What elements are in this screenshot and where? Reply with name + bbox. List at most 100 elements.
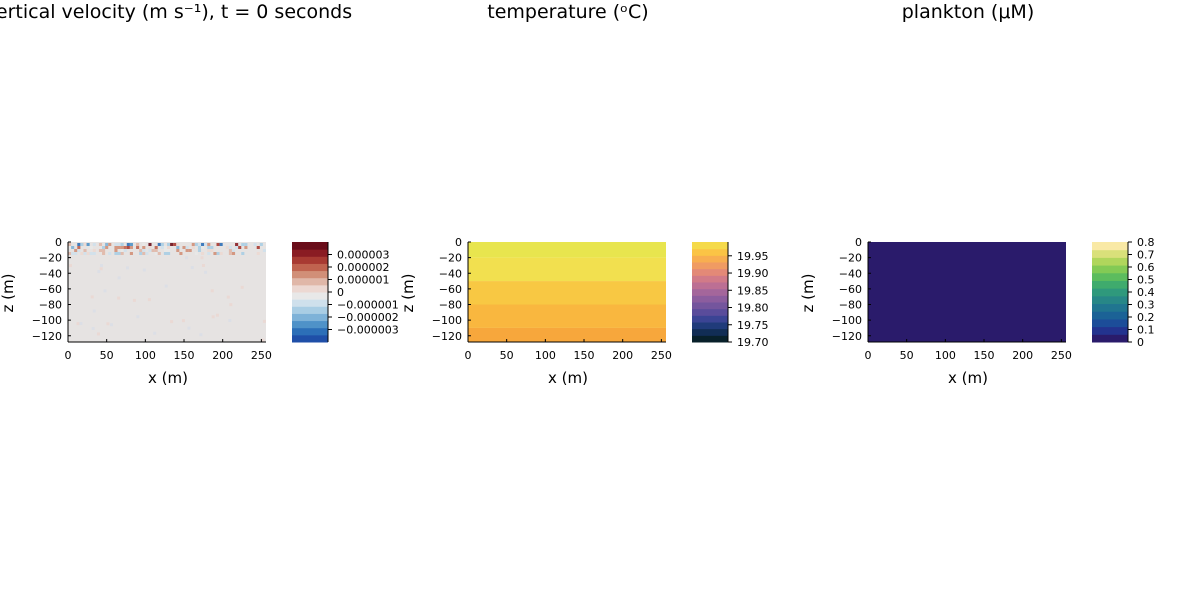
colorbar-band: [1092, 280, 1128, 289]
heatmap-cell: [86, 243, 90, 246]
heatmap-cell: [89, 246, 93, 249]
heatmap-cell: [160, 246, 164, 249]
heatmap-cell: [129, 252, 133, 255]
heatmap-cell: [80, 252, 84, 255]
heatmap-cell: [197, 246, 202, 249]
heatmap-cell: [106, 322, 110, 326]
x-tick-label: 100: [935, 349, 956, 362]
heatmap-cell: [216, 252, 220, 255]
colorbar-band: [1092, 249, 1128, 258]
heatmap-cell: [83, 252, 87, 255]
heatmap-cell: [69, 264, 73, 268]
heatmap-cell: [74, 252, 78, 255]
heatmap-cell: [71, 252, 75, 255]
heatmap-cell: [77, 249, 81, 252]
y-tick-label: −40: [39, 267, 62, 280]
y-tick-label: −80: [839, 299, 862, 312]
panel-3-ylabel: z (m): [799, 274, 817, 313]
heatmap-field: [868, 242, 1066, 342]
heatmap-cell: [102, 246, 106, 249]
y-tick-label: −120: [832, 330, 862, 343]
heatmap-cell: [163, 252, 167, 255]
heatmap-cell: [182, 246, 186, 249]
heatmap-cell: [80, 243, 84, 246]
heatmap-cell: [211, 315, 215, 319]
panel-1-xlabel: x (m): [148, 369, 188, 387]
heatmap-cell: [173, 243, 177, 246]
heatmap-cell: [92, 252, 96, 255]
heatmap-cell: [204, 243, 208, 246]
panel-3-title: plankton (μM): [902, 1, 1035, 23]
y-tick-label: −100: [432, 314, 462, 327]
heatmap-cell: [176, 249, 180, 252]
temperature-band: [468, 281, 666, 305]
heatmap-cell: [167, 249, 171, 252]
y-tick-label: −80: [439, 299, 462, 312]
heatmap-cell: [68, 246, 72, 249]
x-tick-label: 150: [974, 349, 995, 362]
heatmap-cell: [126, 266, 130, 270]
heatmap-cell: [185, 256, 189, 260]
x-tick-label: 0: [865, 349, 872, 362]
x-tick-label: 150: [574, 349, 595, 362]
heatmap-cell: [170, 320, 174, 324]
heatmap-cell: [108, 252, 112, 255]
x-tick-label: 200: [612, 349, 633, 362]
heatmap-cell: [228, 249, 232, 252]
x-tick-label: 250: [651, 349, 672, 362]
colorbar-tick-label: 19.80: [737, 302, 769, 315]
heatmap-cell: [123, 246, 127, 249]
y-tick-label: −100: [32, 314, 62, 327]
plot-area-plankton: 0 50 100 150 200 250 0 −20 −40 −60 −80 −100 −120: [832, 236, 1072, 362]
heatmap-cell: [102, 249, 106, 252]
panel-vertical-velocity: ertical velocity (m s⁻¹), t = 0 seconds …: [0, 1, 399, 387]
heatmap-cell: [96, 332, 100, 336]
heatmap-cell: [117, 276, 121, 280]
heatmap-cell: [226, 295, 230, 299]
heatmap-cell: [185, 246, 189, 249]
heatmap-cell: [167, 243, 171, 246]
x-tick-label: 50: [900, 349, 914, 362]
heatmap-cell: [129, 246, 133, 249]
y-tick-label: 0: [55, 236, 62, 249]
heatmap-cell: [225, 246, 229, 249]
heatmap-cell: [228, 319, 232, 323]
heatmap-cell: [148, 243, 152, 246]
heatmap-cell: [77, 243, 81, 246]
heatmap-cell: [157, 252, 161, 255]
colorbar-band: [1092, 272, 1128, 281]
colorbar-tick-label: 0.6: [1137, 261, 1155, 274]
heatmap-cell: [235, 243, 239, 246]
heatmap-cell: [157, 243, 161, 246]
colorbar-tick-label: 19.70: [737, 336, 769, 349]
y-tick-label: −20: [39, 252, 62, 265]
heatmap-cell: [187, 326, 191, 330]
heatmap-cell: [231, 249, 236, 252]
colorbar-band: [692, 315, 728, 323]
colorbar-band: [292, 334, 328, 343]
colorbar-band: [1092, 326, 1128, 335]
heatmap-cell: [244, 246, 248, 249]
colorbar-band: [692, 288, 728, 296]
heatmap-cell: [92, 249, 96, 252]
colorbar-tick-label: 0.2: [1137, 311, 1155, 324]
heatmap-cell: [76, 322, 80, 326]
colorbar-tick-label: 0.000002: [337, 261, 390, 274]
heatmap-cell: [160, 243, 164, 246]
heatmap-cell: [92, 309, 96, 313]
heatmap-cell: [129, 243, 133, 246]
colorbar-band: [292, 284, 328, 293]
heatmap-cell: [117, 243, 121, 246]
heatmap-cell: [197, 243, 202, 246]
heatmap-cell: [86, 252, 90, 255]
colorbar-vertical-velocity: 0.0000030.0000020.0000010−0.000001−0.000…: [292, 242, 399, 343]
y-tick-label: −100: [832, 314, 862, 327]
heatmap-cell: [123, 249, 127, 252]
heatmap-cell: [176, 243, 180, 246]
heatmap-cell: [256, 252, 260, 255]
x-tick-label: 50: [500, 349, 514, 362]
heatmap-cell: [142, 243, 146, 246]
heatmap-cell: [148, 246, 152, 249]
y-tick-label: −80: [39, 299, 62, 312]
